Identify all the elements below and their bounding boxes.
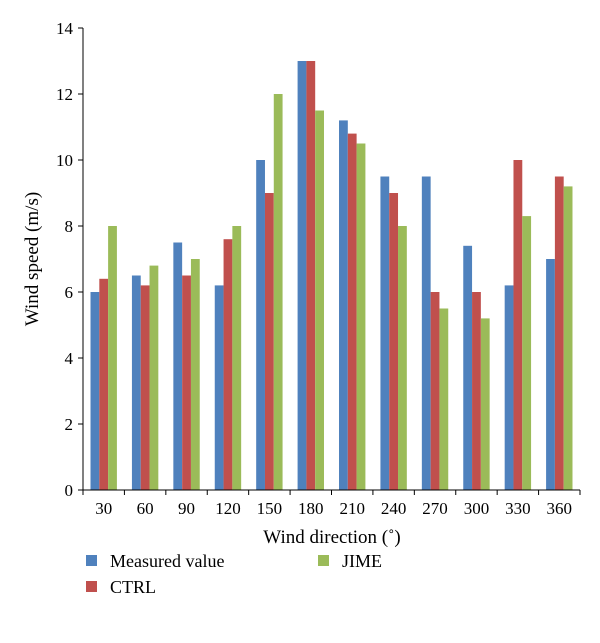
bar-measured-value-300 xyxy=(463,245,473,490)
bar-jime-240 xyxy=(398,226,407,490)
bar-measured-value-210 xyxy=(339,120,348,491)
bar-measured-value-330 xyxy=(504,285,514,490)
bar-jime-270 xyxy=(439,308,449,490)
x-tick-label: 150 xyxy=(257,499,283,518)
bar-measured-value-90 xyxy=(173,242,183,490)
y-axis-title: Wind speed (m/s) xyxy=(22,192,43,326)
bar-jime-30 xyxy=(108,226,117,490)
bar-ctrl-90 xyxy=(182,275,191,490)
bar-ctrl-300 xyxy=(472,292,481,490)
x-tick-label: 60 xyxy=(137,499,154,518)
bar-jime-180 xyxy=(315,110,324,490)
y-tick-label: 2 xyxy=(65,415,74,434)
bar-measured-value-240 xyxy=(380,176,390,490)
bar-ctrl-120 xyxy=(223,239,233,490)
bar-jime-330 xyxy=(522,216,532,490)
legend-label-jime: JIME xyxy=(342,551,382,571)
bar-measured-value-120 xyxy=(214,285,224,490)
x-tick-label: 240 xyxy=(381,499,407,518)
bar-measured-value-150 xyxy=(256,160,265,490)
y-tick-label: 6 xyxy=(65,283,74,302)
x-tick-label: 270 xyxy=(422,499,448,518)
x-axis-title: Wind direction (˚) xyxy=(263,527,400,548)
bar-ctrl-270 xyxy=(430,292,440,490)
y-tick-label: 8 xyxy=(65,217,74,236)
x-tick-label: 90 xyxy=(178,499,195,518)
bar-jime-150 xyxy=(273,94,283,490)
bar-ctrl-180 xyxy=(306,61,316,490)
x-tick-label: 360 xyxy=(547,499,573,518)
bar-measured-value-360 xyxy=(546,259,555,490)
legend-swatch-jime xyxy=(318,555,329,566)
legend-swatch-measured-value xyxy=(86,555,97,566)
legend-label-ctrl: CTRL xyxy=(110,577,156,597)
x-tick-label: 330 xyxy=(505,499,531,518)
bar-jime-60 xyxy=(149,265,159,490)
bar-ctrl-210 xyxy=(347,133,357,490)
bar-jime-210 xyxy=(356,143,366,490)
y-tick-label: 14 xyxy=(56,19,74,38)
bar-measured-value-270 xyxy=(421,176,431,490)
legend-label-measured-value: Measured value xyxy=(110,551,224,571)
bar-ctrl-240 xyxy=(389,193,399,490)
x-tick-label: 300 xyxy=(464,499,490,518)
plot-area: 0 2 4 6 8 10 12 14 30 60 90 120 150 180 210 240 270 300 33… xyxy=(56,19,581,518)
x-tick-label: 210 xyxy=(339,499,365,518)
bar-jime-360 xyxy=(563,186,573,490)
bar-ctrl-330 xyxy=(513,160,523,490)
x-tick-label: 180 xyxy=(298,499,324,518)
bar-jime-120 xyxy=(232,226,242,490)
bar-ctrl-360 xyxy=(554,176,564,490)
y-tick-label: 10 xyxy=(56,151,73,170)
y-tick-label: 12 xyxy=(56,85,73,104)
bar-ctrl-150 xyxy=(264,193,274,490)
bar-measured-value-180 xyxy=(297,61,307,490)
bar-jime-90 xyxy=(190,259,200,490)
bar-measured-value-30 xyxy=(90,292,100,490)
x-tick-label: 120 xyxy=(215,499,241,518)
legend: Measured value JIME CTRL xyxy=(86,551,382,597)
bar-ctrl-60 xyxy=(140,285,150,490)
y-tick-label: 4 xyxy=(65,349,74,368)
bar-jime-300 xyxy=(480,318,490,490)
y-tick-label: 0 xyxy=(65,481,74,500)
bar-ctrl-30 xyxy=(99,278,109,490)
legend-swatch-ctrl xyxy=(86,581,97,592)
bar-measured-value-60 xyxy=(131,275,141,490)
x-tick-label: 30 xyxy=(95,499,112,518)
